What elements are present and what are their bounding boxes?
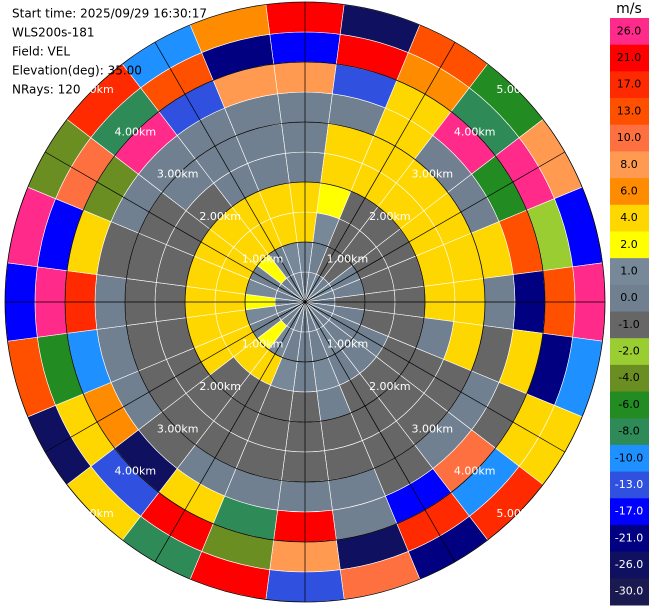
- colorbar-swatch: [610, 18, 649, 46]
- range-label: 4.00km: [454, 465, 496, 478]
- range-label: 5.00km: [72, 83, 114, 96]
- colorbar-swatch: [610, 258, 649, 286]
- colorbar-swatch: [610, 418, 649, 446]
- colorbar-swatch: [610, 471, 649, 499]
- header: Start time: 2025/09/29 16:30:17 WLS200s-1…: [12, 7, 207, 97]
- range-label: 4.00km: [115, 125, 157, 138]
- colorbar-tick-label: 2.0: [620, 238, 638, 251]
- range-label: 1.00km: [242, 337, 284, 350]
- colorbar-swatch: [610, 178, 649, 206]
- range-ring: [184, 181, 426, 423]
- range-label: 3.00km: [157, 168, 199, 181]
- range-label: 2.00km: [199, 380, 241, 393]
- colorbar-tick-label: -4.0: [618, 371, 639, 384]
- colorbar-label: m/s: [616, 1, 642, 17]
- colorbar-swatch: [610, 151, 649, 179]
- colorbar-swatch: [610, 551, 649, 579]
- colorbar-swatch: [610, 338, 649, 366]
- colorbar-swatch: [610, 98, 649, 126]
- colorbar-swatch: [610, 311, 649, 339]
- colorbar-tick-label: -6.0: [618, 398, 639, 411]
- colorbar-swatch: [610, 364, 649, 393]
- colorbar-tick-label: 26.0: [617, 24, 642, 37]
- range-label: 3.00km: [157, 422, 199, 435]
- colorbar-tick-label: -21.0: [615, 531, 643, 544]
- colorbar-tick-label: 6.0: [620, 184, 638, 197]
- colorbar-tick-label: -30.0: [615, 585, 643, 598]
- ppi-grid: 1.00km 1.00km 1.00km 1.00km 2.00km 2.00km 2.00…: [4, 1, 606, 603]
- colorbar-tick-label: 21.0: [617, 51, 642, 64]
- colorbar-swatch: [610, 391, 649, 419]
- range-label: 3.00km: [411, 168, 453, 181]
- colorbar-swatch: [610, 204, 649, 232]
- range-ring: [244, 241, 366, 363]
- colorbar-swatch: [610, 231, 649, 259]
- colorbar-swatch: [610, 71, 649, 99]
- colorbar-tick-label: -8.0: [618, 425, 639, 438]
- colorbar-swatch: [610, 44, 649, 72]
- colorbar-tick-label: 0.0: [620, 291, 638, 304]
- range-ring: [64, 61, 546, 543]
- range-label: 2.00km: [369, 380, 411, 393]
- colorbar-swatch: [610, 284, 649, 312]
- colorbar-swatch: [610, 524, 649, 553]
- header-line: Elevation(deg): 35.00: [12, 64, 142, 78]
- colorbar-tick-label: -17.0: [615, 505, 643, 518]
- radial-line: [154, 42, 456, 562]
- colorbar: m/s 26.0 21.0 17.0 13.0 10.0 8.0 6.0 4.0 2.0 1.0 0.…: [610, 1, 649, 606]
- header-line: Field: VEL: [12, 45, 70, 59]
- colorbar-swatch: [610, 444, 649, 473]
- colorbar-tick-label: -13.0: [615, 478, 643, 491]
- colorbar-tick-label: -2.0: [618, 345, 639, 358]
- range-label: 3.00km: [411, 422, 453, 435]
- range-label: 5.00km: [496, 83, 538, 96]
- header-line: NRays: 120: [12, 83, 81, 97]
- range-label: 1.00km: [327, 253, 369, 266]
- range-label: 5.00km: [72, 507, 114, 520]
- colorbar-swatch: [610, 578, 649, 606]
- colorbar-tick-label: 10.0: [617, 131, 642, 144]
- colorbar-tick-label: -10.0: [615, 451, 643, 464]
- range-label: 4.00km: [115, 465, 157, 478]
- range-label: 1.00km: [242, 253, 284, 266]
- header-line: WLS200s-181: [12, 26, 95, 40]
- range-label: 5.00km: [496, 507, 538, 520]
- range-label: 1.00km: [327, 337, 369, 350]
- range-ring: [4, 1, 606, 603]
- range-label: 2.00km: [369, 210, 411, 223]
- colorbar-tick-label: 17.0: [617, 78, 642, 91]
- range-ring: [124, 121, 486, 483]
- range-label: 4.00km: [454, 125, 496, 138]
- colorbar-tick-label: -1.0: [618, 318, 639, 331]
- colorbar-tick-label: 1.0: [620, 264, 638, 277]
- colorbar-swatch: [610, 124, 649, 152]
- colorbar-tick-label: 8.0: [620, 158, 638, 171]
- header-line: Start time: 2025/09/29 16:30:17: [12, 7, 207, 21]
- colorbar-tick-label: 4.0: [620, 211, 638, 224]
- colorbar-tick-label: 13.0: [617, 104, 642, 117]
- colorbar-swatch: [610, 498, 649, 526]
- colorbar-tick-label: -26.0: [615, 558, 643, 571]
- range-label: 2.00km: [199, 210, 241, 223]
